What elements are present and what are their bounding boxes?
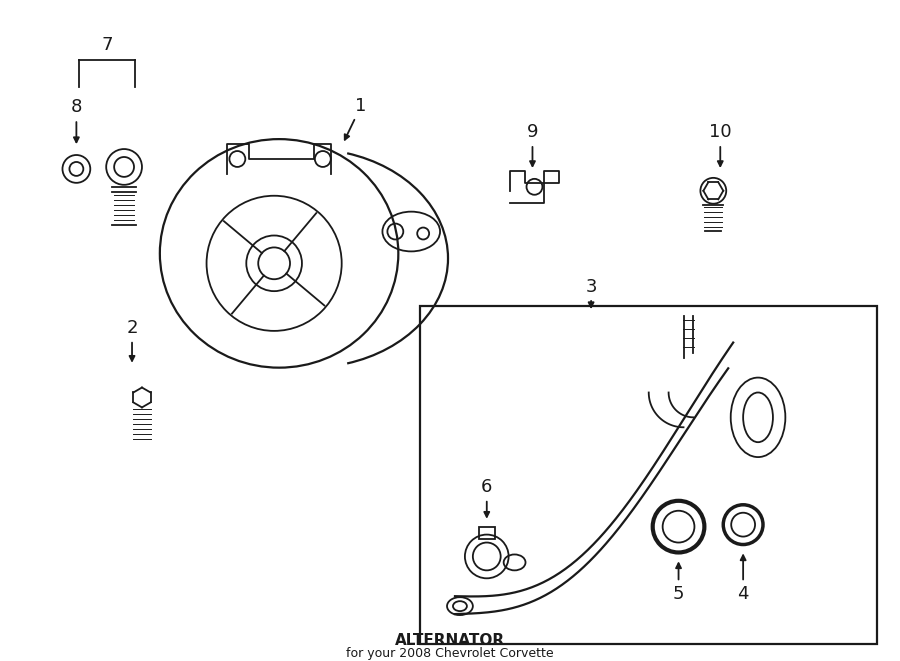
Text: 10: 10 (709, 123, 732, 141)
Text: for your 2008 Chevrolet Corvette: for your 2008 Chevrolet Corvette (346, 647, 554, 660)
Text: 4: 4 (737, 585, 749, 603)
Text: 9: 9 (526, 123, 538, 141)
Text: 6: 6 (482, 478, 492, 496)
Bar (420, 306, 878, 644)
Text: 2: 2 (126, 319, 138, 337)
Bar (479, 527, 495, 539)
Text: ALTERNATOR: ALTERNATOR (395, 633, 505, 648)
Text: 7: 7 (102, 36, 112, 54)
Text: 1: 1 (355, 97, 366, 115)
Text: 3: 3 (585, 278, 597, 296)
Text: 5: 5 (673, 585, 684, 603)
Text: 8: 8 (71, 98, 82, 116)
